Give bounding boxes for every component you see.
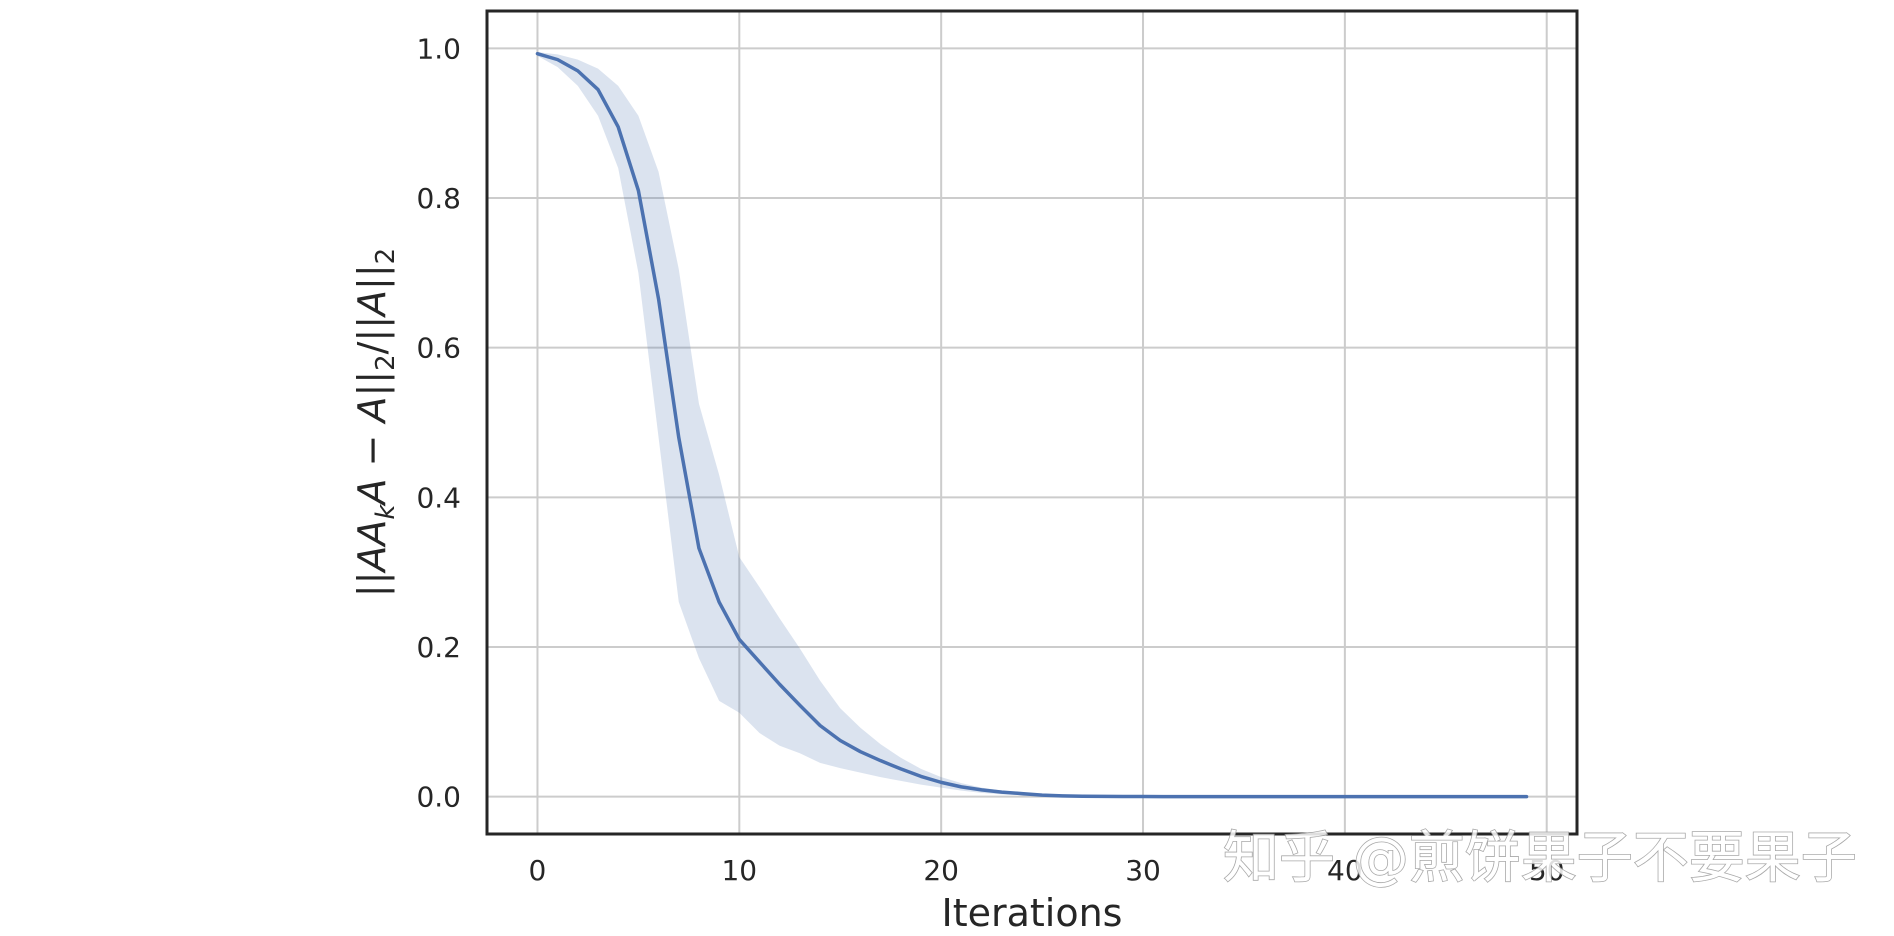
x-tick-label: 20: [923, 854, 959, 887]
y-axis-label-part: 2: [371, 248, 401, 265]
grid: [487, 11, 1577, 834]
confidence-band-layer: [537, 52, 1527, 797]
x-tick-labels: 0 10 20 30 40 50: [529, 854, 1565, 887]
plot-frame: [485, 9, 1579, 836]
y-tick-label: 0.0: [416, 781, 461, 814]
y-axis-label-part: AA: [350, 520, 394, 575]
y-axis-label-part: −: [350, 423, 394, 479]
y-axis-label-part: A: [350, 290, 394, 319]
y-axis-label-part: ||: [350, 371, 395, 397]
x-tick-label: 10: [721, 854, 757, 887]
x-tick-label: 30: [1125, 854, 1161, 887]
x-tick-label: 0: [529, 854, 547, 887]
y-axis-label-part: A: [350, 479, 394, 508]
y-axis-label-part: ||: [350, 264, 395, 290]
series-line-layer: [535, 51, 1529, 799]
series-line-0: [535, 51, 1529, 799]
y-tick-label: 1.0: [416, 32, 461, 65]
y-tick-labels: 0.0 0.2 0.4 0.6 0.8 1.0: [416, 32, 461, 813]
y-axis-label-part: k: [371, 504, 401, 520]
y-tick-label: 0.8: [416, 182, 461, 215]
x-axis-label: Iterations: [942, 891, 1123, 932]
x-tick-label: 50: [1529, 854, 1565, 887]
y-axis-label: ||AAkA − A||2/||A||2: [350, 248, 401, 597]
y-axis-label-part: ||: [350, 572, 395, 598]
confidence-band-0: [537, 52, 1527, 797]
y-axis-label-part: 2: [371, 354, 401, 371]
y-tick-label: 0.6: [416, 332, 461, 365]
y-tick-label: 0.2: [416, 631, 461, 664]
y-tick-label: 0.4: [416, 481, 461, 514]
y-axis-label-part: A: [350, 397, 394, 426]
x-tick-label: 40: [1327, 854, 1363, 887]
y-axis-label-part: /||: [350, 316, 395, 354]
watermark: 知乎 @煎饼果子不要果子: [1223, 826, 1857, 891]
